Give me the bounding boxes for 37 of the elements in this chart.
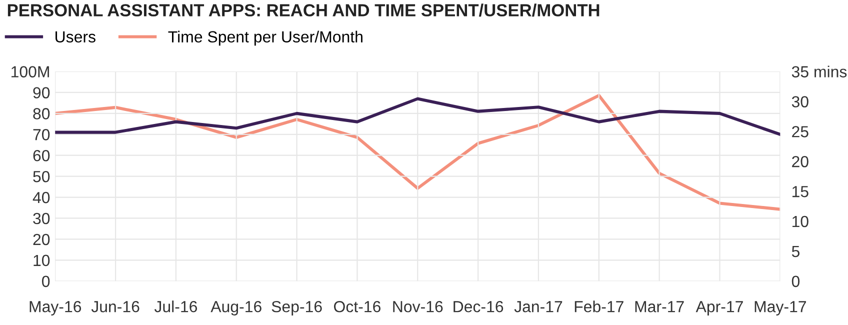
legend-label: Time Spent per User/Month (168, 30, 362, 46)
x-tick-label: Jun-16 (91, 300, 140, 312)
x-tick-label: Mar-17 (635, 301, 684, 312)
y2-tick-label: 5 (792, 246, 800, 258)
y2-tick-label: 25 (792, 126, 808, 138)
y2-tick-label: 15 (792, 186, 808, 198)
y-tick-label: 10 (34, 254, 50, 266)
y-tick-label: 100M (12, 66, 49, 78)
y-tick-label: 50 (33, 170, 50, 182)
line-series (55, 97, 780, 136)
y-tick-label: 80 (33, 108, 50, 120)
x-tick-label: Sep-16 (272, 300, 322, 316)
x-tick-label: Nov-16 (393, 300, 443, 312)
x-tick-label: Feb-17 (574, 300, 624, 312)
y-tick-label: 30 (33, 212, 50, 224)
x-tick-label: Oct-16 (334, 300, 380, 312)
y-tick-label: 40 (32, 192, 50, 204)
x-tick-label: Jul-16 (154, 300, 198, 312)
x-tick-label: Jan-17 (514, 301, 562, 312)
y2-tick-label: 20 (792, 156, 808, 168)
chart-title: PERSONAL ASSISTANT APPS: REACH AND TIME SPENT/USER/MONTH (8, 4, 600, 17)
x-tick-label: Aug-16 (210, 300, 262, 316)
y-tick-label: 20 (33, 234, 50, 246)
y-tick-label: 70 (33, 129, 50, 140)
y2-tick-label: 30 (792, 96, 808, 108)
x-tick-label: Apr-17 (696, 301, 743, 316)
x-tick-label: May-16 (30, 300, 82, 316)
legend-label: Users (56, 31, 96, 42)
line-series (55, 94, 780, 211)
y-tick-label: 0 (42, 276, 50, 288)
y-tick-label: 60 (33, 150, 50, 162)
y-tick-label: 90 (33, 87, 50, 98)
x-tick-label: May-17 (754, 301, 806, 316)
y2-tick-label: 10 (792, 216, 808, 228)
y2-tick-label: 0 (792, 276, 800, 288)
y2-tick-label: 35 mins (792, 66, 847, 78)
x-tick-label: Dec-16 (454, 300, 504, 312)
